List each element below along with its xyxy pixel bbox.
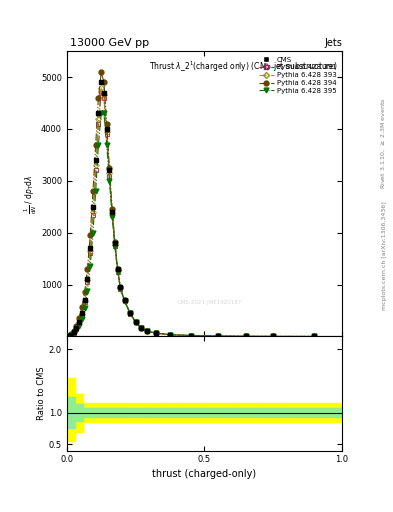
Text: mcplots.cern.ch [arXiv:1306.3436]: mcplots.cern.ch [arXiv:1306.3436] bbox=[382, 202, 387, 310]
Text: CMS-2021-JME1920187: CMS-2021-JME1920187 bbox=[178, 300, 242, 305]
X-axis label: thrust (charged-only): thrust (charged-only) bbox=[152, 468, 256, 479]
Y-axis label: $\frac{1}{\mathrm{d}N}$ / $\mathrm{d}p_\mathrm{T}\mathrm{d}\lambda$: $\frac{1}{\mathrm{d}N}$ / $\mathrm{d}p_\… bbox=[23, 174, 39, 214]
Y-axis label: Ratio to CMS: Ratio to CMS bbox=[37, 367, 46, 420]
Text: Rivet 3.1.10, $\geq$ 2.3M events: Rivet 3.1.10, $\geq$ 2.3M events bbox=[380, 98, 387, 189]
Text: Jets: Jets bbox=[324, 38, 342, 49]
Text: 13000 GeV pp: 13000 GeV pp bbox=[70, 38, 150, 49]
Legend: CMS, Pythia 6.428 391, Pythia 6.428 393, Pythia 6.428 394, Pythia 6.428 395: CMS, Pythia 6.428 391, Pythia 6.428 393,… bbox=[257, 55, 338, 96]
Text: Thrust $\lambda$_2$^1$(charged only) (CMS jet substructure): Thrust $\lambda$_2$^1$(charged only) (CM… bbox=[149, 60, 338, 74]
